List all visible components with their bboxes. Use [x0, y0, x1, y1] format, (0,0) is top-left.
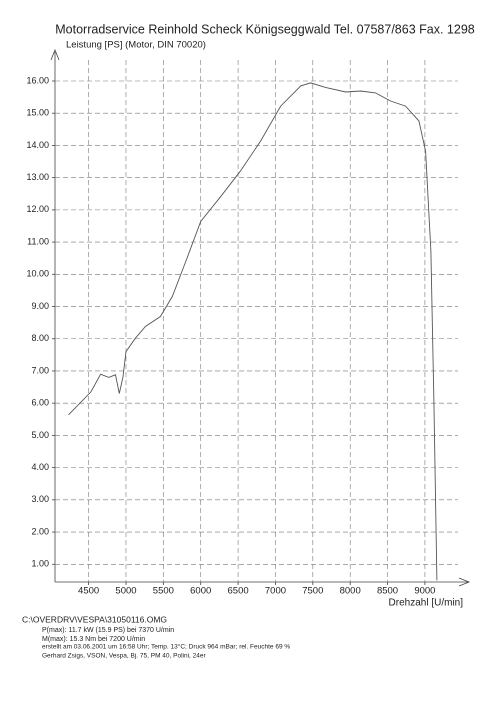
note: P(max): 11.7 kW (15.9 PS) bei 7370 U/min — [42, 627, 174, 634]
y-axis — [50, 48, 60, 582]
x-tick-label: 6000 — [190, 586, 211, 597]
x-axis-label: Drehzahl [U/min] — [389, 598, 464, 609]
x-tick-label: 7500 — [302, 586, 323, 597]
x-tick-label: 4500 — [78, 586, 99, 597]
y-tick-label: 11.00 — [27, 236, 49, 246]
y-tick-label: 8.00 — [31, 333, 49, 343]
chart-title: Motorradservice Reinhold Scheck Königseg… — [55, 22, 475, 36]
x-tick-label: 9000 — [414, 586, 435, 597]
y-tick-label: 12.00 — [26, 204, 49, 214]
y-tick-label: 13.00 — [26, 172, 49, 182]
y-tick-label: 6.00 — [31, 398, 49, 408]
y-tick-label: 2.00 — [31, 526, 49, 536]
note: erstellt am 03.06.2001 um 16:58 Uhr; Tem… — [42, 643, 290, 651]
x-tick-label: 5500 — [153, 586, 174, 597]
y-tick-label: 7.00 — [31, 365, 49, 375]
x-tick-label: 8500 — [377, 586, 398, 597]
y-tick-label: 10.00 — [26, 269, 49, 279]
x-tick-label: 8000 — [340, 586, 361, 597]
y-tick-label: 1.00 — [31, 559, 49, 569]
x-tick-label: 7000 — [265, 586, 286, 597]
y-axis-label: Leistung [PS] (Motor, DIN 70020) — [66, 40, 206, 51]
y-tick-label: 5.00 — [31, 430, 49, 440]
power-curve — [68, 82, 438, 581]
x-axis — [55, 577, 471, 587]
y-tick-label: 14.00 — [26, 140, 49, 150]
x-tick-label: 5000 — [115, 586, 136, 597]
file-path: C:\OVERDRV\VESPA\31050116.OMG — [22, 614, 167, 624]
note: Gerhard Zsigs, VSON, Vespa, Bj. 75, PM 4… — [42, 653, 206, 660]
y-tick-label: 3.00 — [31, 494, 49, 504]
y-tick-label: 15.00 — [26, 108, 49, 118]
y-tick-label: 16.00 — [26, 75, 49, 85]
note: M(max): 15.3 Nm bei 7200 U/min — [42, 636, 145, 643]
y-tick-label: 9.00 — [31, 301, 49, 311]
x-tick-label: 6500 — [228, 586, 249, 597]
y-tick-label: 4.00 — [31, 462, 49, 472]
